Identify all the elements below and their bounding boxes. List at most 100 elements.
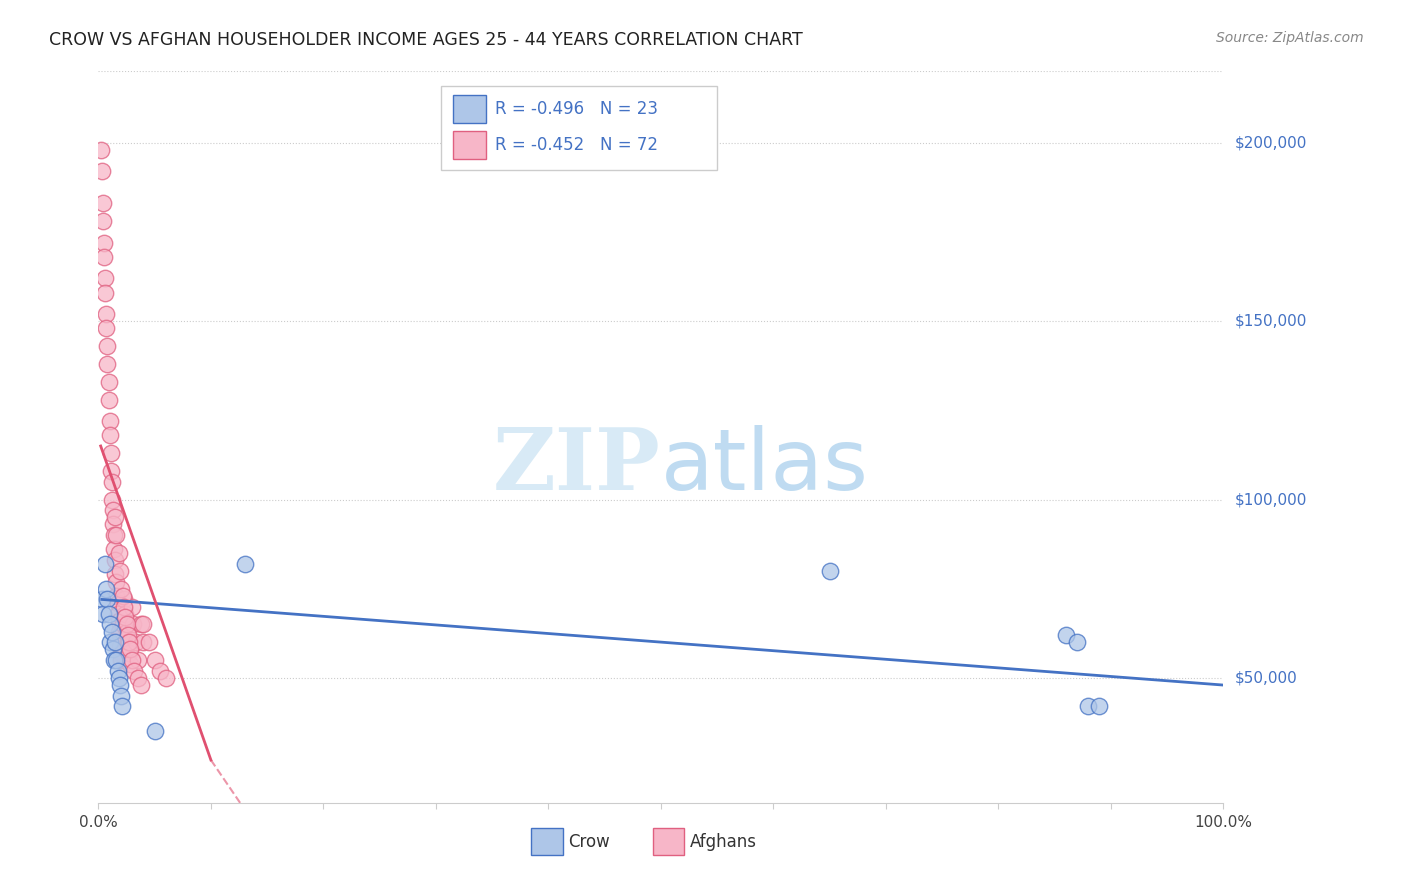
Point <box>110 653 132 667</box>
Point <box>108 628 131 642</box>
Point <box>107 624 129 639</box>
Point <box>115 624 138 639</box>
Point <box>1054 628 1077 642</box>
Point <box>101 624 124 639</box>
Point <box>110 646 132 660</box>
Point <box>117 628 139 642</box>
Point <box>115 617 138 632</box>
FancyBboxPatch shape <box>441 86 717 170</box>
Text: atlas: atlas <box>661 425 869 508</box>
Point <box>143 653 166 667</box>
Point <box>149 664 172 678</box>
Point <box>118 646 141 660</box>
Point <box>129 617 152 632</box>
Text: Crow: Crow <box>568 832 610 851</box>
Point <box>107 607 129 621</box>
Text: Source: ZipAtlas.com: Source: ZipAtlas.com <box>1216 31 1364 45</box>
Point <box>101 492 124 507</box>
Point <box>101 475 124 489</box>
Point <box>155 671 177 685</box>
Point <box>96 321 118 335</box>
Point <box>90 592 112 607</box>
Point <box>114 607 136 621</box>
Point <box>98 428 121 442</box>
Point <box>117 635 139 649</box>
Text: $100,000: $100,000 <box>1234 492 1306 507</box>
Point <box>94 285 117 300</box>
Point <box>94 271 117 285</box>
Text: $200,000: $200,000 <box>1234 136 1306 150</box>
Point <box>112 617 135 632</box>
Text: $50,000: $50,000 <box>1234 671 1298 685</box>
Point <box>104 510 127 524</box>
Point <box>112 599 135 614</box>
Point <box>96 582 118 596</box>
Point <box>132 617 155 632</box>
Text: CROW VS AFGHAN HOUSEHOLDER INCOME AGES 25 - 44 YEARS CORRELATION CHART: CROW VS AFGHAN HOUSEHOLDER INCOME AGES 2… <box>49 31 803 49</box>
Text: $150,000: $150,000 <box>1234 314 1306 328</box>
Point <box>93 235 115 250</box>
Point <box>97 392 120 407</box>
FancyBboxPatch shape <box>453 95 486 122</box>
Point <box>105 528 128 542</box>
Point <box>103 542 125 557</box>
Point <box>143 724 166 739</box>
Point <box>127 671 149 685</box>
Point <box>93 250 115 264</box>
Point <box>94 557 117 571</box>
Point <box>124 635 146 649</box>
Point <box>101 517 124 532</box>
Point <box>101 503 124 517</box>
Text: Afghans: Afghans <box>690 832 756 851</box>
Point <box>105 589 128 603</box>
Point <box>91 196 114 211</box>
Point <box>104 567 127 582</box>
Point <box>98 635 121 649</box>
Point <box>91 607 114 621</box>
Point <box>111 699 134 714</box>
Text: R = -0.496   N = 23: R = -0.496 N = 23 <box>495 100 658 118</box>
Text: ZIP: ZIP <box>494 425 661 508</box>
Point <box>127 653 149 667</box>
Point <box>818 564 841 578</box>
FancyBboxPatch shape <box>652 828 685 855</box>
Point <box>112 589 135 603</box>
Text: R = -0.452   N = 72: R = -0.452 N = 72 <box>495 136 658 154</box>
Point <box>105 574 128 589</box>
Point <box>138 635 160 649</box>
Point <box>98 414 121 428</box>
FancyBboxPatch shape <box>453 131 486 159</box>
Point <box>104 553 127 567</box>
Point <box>121 599 143 614</box>
Point <box>107 614 129 628</box>
Point <box>1077 699 1099 714</box>
Point <box>90 164 112 178</box>
Point <box>107 664 129 678</box>
Point <box>233 557 256 571</box>
Point <box>129 678 152 692</box>
Point <box>108 564 131 578</box>
Point <box>105 653 128 667</box>
Point <box>118 642 141 657</box>
Point <box>96 357 118 371</box>
Point <box>108 639 131 653</box>
Point <box>112 592 135 607</box>
Point <box>96 307 118 321</box>
Point <box>110 582 132 596</box>
Point <box>1066 635 1088 649</box>
Point <box>132 635 155 649</box>
Point <box>107 671 129 685</box>
Point <box>96 339 118 353</box>
Point <box>101 642 124 657</box>
Point <box>91 214 114 228</box>
Point <box>118 635 141 649</box>
Point <box>110 689 132 703</box>
FancyBboxPatch shape <box>531 828 562 855</box>
Point <box>118 657 141 671</box>
Point <box>97 607 120 621</box>
Point <box>124 664 146 678</box>
Point <box>100 464 122 478</box>
Point <box>104 635 127 649</box>
Point <box>122 617 145 632</box>
Point <box>96 592 118 607</box>
